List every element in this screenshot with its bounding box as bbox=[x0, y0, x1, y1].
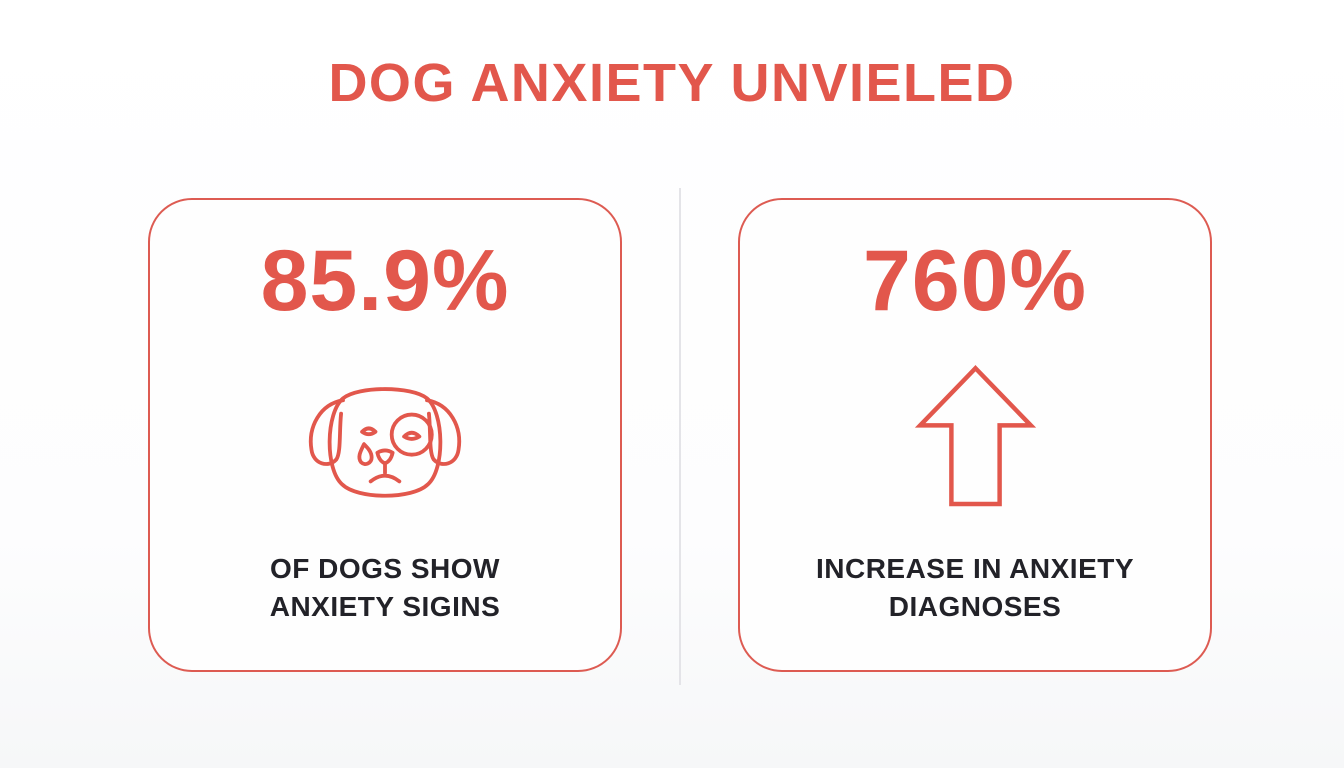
stat-label-line2: DIAGNOSES bbox=[888, 591, 1062, 623]
stat-value: 760% bbox=[863, 233, 1087, 329]
stat-label-line1: INCREASE IN ANXIETY bbox=[815, 553, 1135, 585]
sad-dog-icon bbox=[280, 324, 490, 550]
vertical-divider bbox=[679, 188, 681, 685]
stat-label: OF DOGS SHOW ANXIETY SIGINS bbox=[270, 550, 501, 626]
stat-value: 85.9% bbox=[260, 233, 510, 329]
page-title: DOG ANXIETY UNVIELED bbox=[328, 53, 1016, 113]
stat-label: INCREASE IN ANXIETY DIAGNOSES bbox=[816, 550, 1134, 626]
up-arrow-icon bbox=[913, 324, 1038, 550]
stat-card-dog-anxiety-signs: 85.9% bbox=[148, 198, 622, 672]
stat-label-line1: OF DOGS SHOW bbox=[269, 553, 500, 585]
stat-label-line2: ANXIETY SIGINS bbox=[269, 591, 501, 623]
stat-card-anxiety-diagnoses: 760% INCREASE IN ANXIETY DIAGNOSES bbox=[738, 198, 1212, 672]
